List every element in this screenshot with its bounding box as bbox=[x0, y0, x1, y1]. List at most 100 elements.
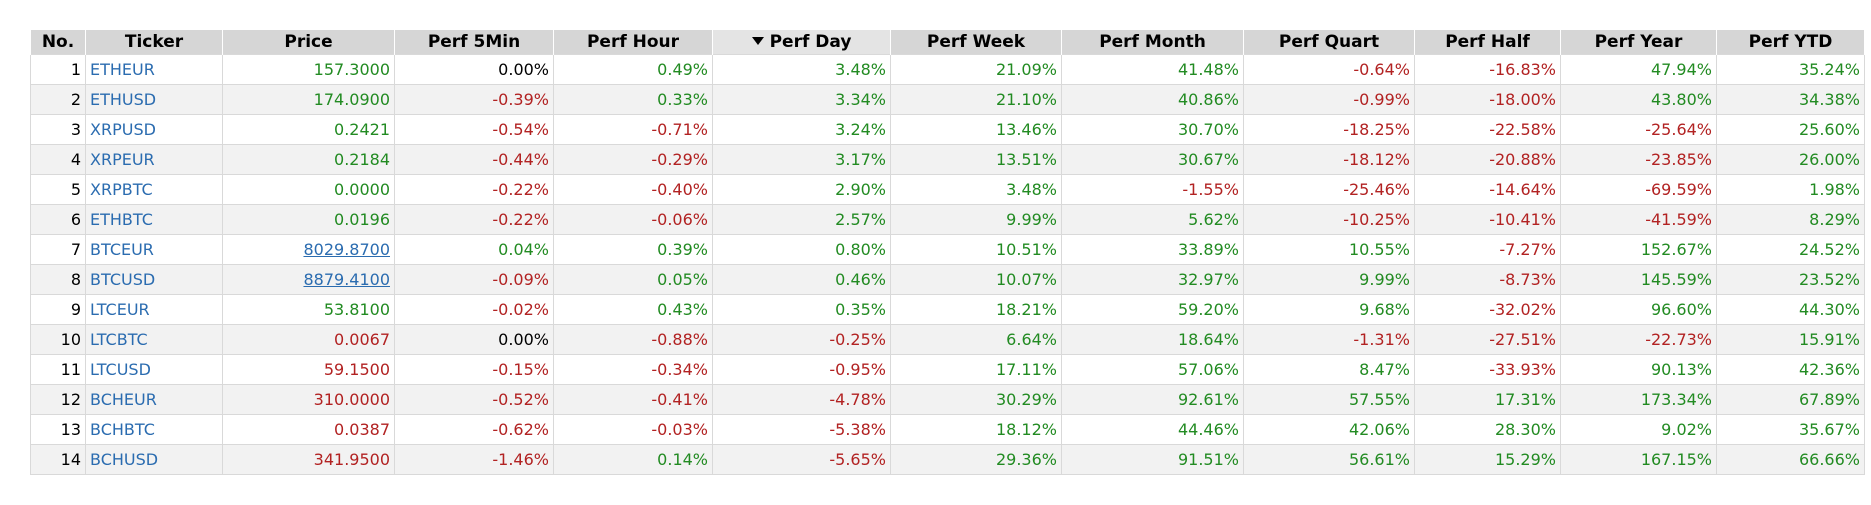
table-row: 13 BCHBTC 0.0387 -0.62% -0.03% -5.38% 18.12% 44… bbox=[30, 414, 1865, 445]
cell-ticker-link[interactable]: BTCUSD bbox=[85, 264, 223, 295]
cell-perf-year: 90.13% bbox=[1560, 354, 1717, 385]
price-link[interactable]: 8029.8700 bbox=[303, 240, 390, 259]
cell-price: 8029.8700 bbox=[222, 234, 395, 265]
cell-ticker-link[interactable]: XRPUSD bbox=[85, 114, 223, 145]
sort-desc-icon bbox=[751, 37, 764, 45]
table-row: 1 ETHEUR 157.3000 0.00% 0.49% 3.48% 21.09% 41.4… bbox=[30, 54, 1865, 85]
cell-perf-week: 21.09% bbox=[890, 54, 1062, 85]
cell-perf-5min: -0.22% bbox=[394, 174, 554, 205]
cell-perf-day: 3.17% bbox=[712, 144, 891, 175]
cell-perf-5min: -0.09% bbox=[394, 264, 554, 295]
cell-perf-week: 21.10% bbox=[890, 84, 1062, 115]
cell-perf-half: -10.41% bbox=[1414, 204, 1561, 235]
cell-ticker-link[interactable]: BCHBTC bbox=[85, 414, 223, 445]
cell-perf-quart: -18.12% bbox=[1243, 144, 1415, 175]
header-perf-month[interactable]: Perf Month bbox=[1061, 30, 1244, 55]
header-perf-day[interactable]: Perf Day bbox=[712, 30, 891, 55]
cell-perf-ytd: 34.38% bbox=[1716, 84, 1865, 115]
cell-perf-month: 33.89% bbox=[1061, 234, 1244, 265]
header-perf-hour[interactable]: Perf Hour bbox=[553, 30, 713, 55]
cell-ticker-link[interactable]: ETHUSD bbox=[85, 84, 223, 115]
table-row: 4 XRPEUR 0.2184 -0.44% -0.29% 3.17% 13.51% 30.6… bbox=[30, 144, 1865, 175]
cell-perf-year: 47.94% bbox=[1560, 54, 1717, 85]
cell-perf-half: -8.73% bbox=[1414, 264, 1561, 295]
cell-ticker-link[interactable]: LTCBTC bbox=[85, 324, 223, 355]
cell-perf-quart: 57.55% bbox=[1243, 384, 1415, 415]
cell-perf-month: 92.61% bbox=[1061, 384, 1244, 415]
cell-perf-quart: -25.46% bbox=[1243, 174, 1415, 205]
crypto-performance-table: No. Ticker Price Perf 5Min Perf Hour Per… bbox=[30, 30, 1865, 475]
header-no[interactable]: No. bbox=[30, 30, 86, 55]
cell-perf-5min: -0.52% bbox=[394, 384, 554, 415]
price-link[interactable]: 8879.4100 bbox=[303, 270, 390, 289]
header-perf-year[interactable]: Perf Year bbox=[1560, 30, 1717, 55]
cell-ticker-link[interactable]: XRPBTC bbox=[85, 174, 223, 205]
header-perf-ytd[interactable]: Perf YTD bbox=[1716, 30, 1865, 55]
cell-ticker-link[interactable]: LTCEUR bbox=[85, 294, 223, 325]
header-price[interactable]: Price bbox=[222, 30, 395, 55]
cell-no: 3 bbox=[30, 114, 86, 145]
cell-perf-5min: 0.00% bbox=[394, 54, 554, 85]
cell-no: 6 bbox=[30, 204, 86, 235]
cell-perf-quart: 9.68% bbox=[1243, 294, 1415, 325]
cell-ticker-link[interactable]: BCHUSD bbox=[85, 444, 223, 475]
cell-perf-5min: -0.44% bbox=[394, 144, 554, 175]
cell-perf-week: 17.11% bbox=[890, 354, 1062, 385]
cell-perf-5min: 0.00% bbox=[394, 324, 554, 355]
cell-ticker-link[interactable]: BTCEUR bbox=[85, 234, 223, 265]
cell-perf-quart: 8.47% bbox=[1243, 354, 1415, 385]
table-row: 2 ETHUSD 174.0900 -0.39% 0.33% 3.34% 21.10% 40.… bbox=[30, 84, 1865, 115]
header-ticker[interactable]: Ticker bbox=[85, 30, 223, 55]
cell-perf-half: -33.93% bbox=[1414, 354, 1561, 385]
cell-ticker-link[interactable]: ETHEUR bbox=[85, 54, 223, 85]
cell-ticker-link[interactable]: BCHEUR bbox=[85, 384, 223, 415]
table-row: 8 BTCUSD 8879.4100 -0.09% 0.05% 0.46% 10.07% 32… bbox=[30, 264, 1865, 295]
cell-perf-ytd: 67.89% bbox=[1716, 384, 1865, 415]
cell-price: 341.9500 bbox=[222, 444, 395, 475]
cell-perf-ytd: 42.36% bbox=[1716, 354, 1865, 385]
cell-perf-hour: 0.05% bbox=[553, 264, 713, 295]
cell-perf-hour: -0.34% bbox=[553, 354, 713, 385]
header-perf-week[interactable]: Perf Week bbox=[890, 30, 1062, 55]
cell-perf-month: 44.46% bbox=[1061, 414, 1244, 445]
header-perf-5min[interactable]: Perf 5Min bbox=[394, 30, 554, 55]
cell-perf-hour: 0.33% bbox=[553, 84, 713, 115]
cell-perf-quart: -10.25% bbox=[1243, 204, 1415, 235]
cell-price: 0.0387 bbox=[222, 414, 395, 445]
cell-perf-5min: -0.22% bbox=[394, 204, 554, 235]
cell-perf-quart: 42.06% bbox=[1243, 414, 1415, 445]
cell-perf-5min: -0.15% bbox=[394, 354, 554, 385]
cell-perf-half: -18.00% bbox=[1414, 84, 1561, 115]
cell-no: 7 bbox=[30, 234, 86, 265]
cell-no: 1 bbox=[30, 54, 86, 85]
cell-perf-half: -14.64% bbox=[1414, 174, 1561, 205]
cell-ticker-link[interactable]: XRPEUR bbox=[85, 144, 223, 175]
cell-perf-year: -22.73% bbox=[1560, 324, 1717, 355]
cell-perf-week: 10.07% bbox=[890, 264, 1062, 295]
cell-perf-ytd: 15.91% bbox=[1716, 324, 1865, 355]
cell-no: 13 bbox=[30, 414, 86, 445]
cell-perf-quart: -1.31% bbox=[1243, 324, 1415, 355]
cell-perf-hour: -0.41% bbox=[553, 384, 713, 415]
cell-perf-quart: -18.25% bbox=[1243, 114, 1415, 145]
cell-no: 5 bbox=[30, 174, 86, 205]
cell-perf-week: 13.51% bbox=[890, 144, 1062, 175]
cell-perf-day: 2.90% bbox=[712, 174, 891, 205]
cell-perf-hour: 0.43% bbox=[553, 294, 713, 325]
cell-perf-quart: 9.99% bbox=[1243, 264, 1415, 295]
cell-price: 53.8100 bbox=[222, 294, 395, 325]
cell-price: 0.2421 bbox=[222, 114, 395, 145]
cell-perf-half: -27.51% bbox=[1414, 324, 1561, 355]
header-perf-half[interactable]: Perf Half bbox=[1414, 30, 1561, 55]
cell-ticker-link[interactable]: ETHBTC bbox=[85, 204, 223, 235]
cell-perf-month: 57.06% bbox=[1061, 354, 1244, 385]
cell-perf-month: 30.67% bbox=[1061, 144, 1244, 175]
header-perf-quart[interactable]: Perf Quart bbox=[1243, 30, 1415, 55]
cell-perf-ytd: 35.24% bbox=[1716, 54, 1865, 85]
cell-perf-hour: -0.06% bbox=[553, 204, 713, 235]
cell-perf-half: -22.58% bbox=[1414, 114, 1561, 145]
cell-perf-day: 2.57% bbox=[712, 204, 891, 235]
cell-price: 310.0000 bbox=[222, 384, 395, 415]
cell-ticker-link[interactable]: LTCUSD bbox=[85, 354, 223, 385]
cell-perf-month: 41.48% bbox=[1061, 54, 1244, 85]
